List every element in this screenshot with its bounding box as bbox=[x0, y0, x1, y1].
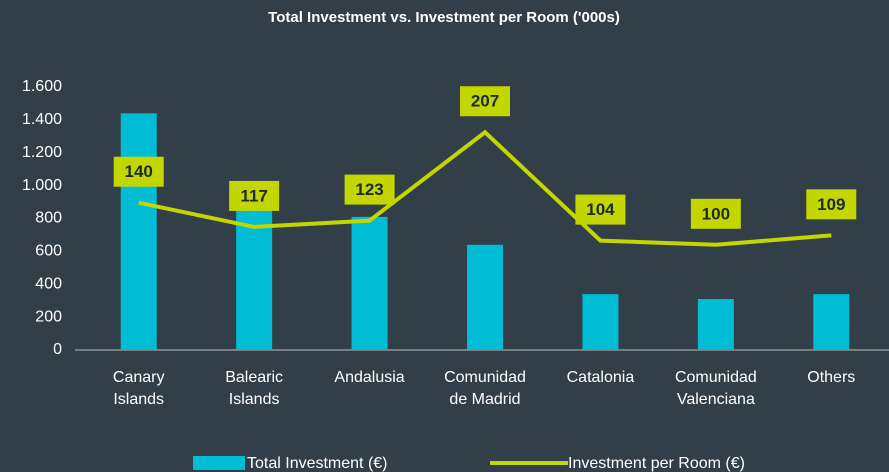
line bbox=[138, 129, 832, 247]
value-label: 109 bbox=[817, 195, 845, 214]
x-tick-line: Andalusia bbox=[334, 369, 404, 386]
chart-title: Total Investment vs. Investment per Room… bbox=[268, 9, 620, 26]
x-tick-label: Andalusia bbox=[334, 369, 404, 386]
legend-label: Total Investment (€) bbox=[247, 455, 388, 472]
y-tick-label: 200 bbox=[35, 308, 62, 325]
bar bbox=[236, 210, 273, 350]
value-label-box bbox=[344, 174, 395, 205]
bar bbox=[813, 294, 850, 350]
value-label-box bbox=[460, 86, 510, 117]
x-tick-line: Balearic bbox=[225, 369, 283, 386]
bar bbox=[467, 244, 503, 350]
value-label-box bbox=[113, 156, 164, 187]
x-tick-label: Balearic Islands bbox=[225, 369, 283, 408]
value-label-box bbox=[690, 198, 741, 229]
y-tick-label: 1.600 bbox=[22, 78, 62, 95]
x-tick-line: Others bbox=[807, 369, 855, 386]
bar bbox=[120, 113, 157, 350]
x-tick-label: Canary Islands bbox=[113, 369, 165, 408]
y-tick-label: 1.400 bbox=[22, 111, 62, 128]
bar bbox=[351, 216, 388, 350]
legend-swatch bbox=[193, 456, 245, 470]
x-tick-line: Comunidad bbox=[444, 369, 526, 386]
value-label: 104 bbox=[586, 200, 615, 219]
x-tick-line: Islands bbox=[113, 391, 164, 408]
x-tick-line: Canary bbox=[113, 369, 165, 386]
y-tick-label: 400 bbox=[35, 275, 62, 292]
x-tick-label: Comunidad de Madrid bbox=[444, 369, 526, 408]
x-tick-label: Others bbox=[807, 369, 855, 386]
x-tick-line: Islands bbox=[229, 391, 280, 408]
x-tick-line: Catalonia bbox=[567, 369, 635, 386]
legend-label: Investment per Room (€) bbox=[568, 455, 745, 472]
value-label-box bbox=[229, 180, 280, 211]
value-label: 140 bbox=[125, 162, 153, 181]
value-label: 100 bbox=[702, 204, 730, 223]
y-tick-label: 600 bbox=[35, 243, 62, 260]
y-tick-label: 0 bbox=[53, 341, 62, 358]
x-tick-label: Catalonia bbox=[567, 369, 635, 386]
bar bbox=[582, 294, 619, 350]
bar bbox=[697, 299, 734, 350]
value-label: 117 bbox=[240, 186, 267, 205]
y-tick-label: 1.000 bbox=[22, 177, 62, 194]
y-tick-label: 1.200 bbox=[22, 144, 62, 161]
value-label-box bbox=[575, 194, 626, 225]
value-label: 207 bbox=[471, 92, 499, 111]
value-label: 123 bbox=[355, 180, 383, 199]
x-tick-line: Valenciana bbox=[677, 391, 755, 408]
x-tick-line: de Madrid bbox=[449, 391, 520, 408]
y-tick-label: 800 bbox=[35, 210, 62, 227]
value-label-box bbox=[806, 189, 857, 220]
x-tick-label: Comunidad Valenciana bbox=[675, 369, 757, 408]
x-tick-line: Comunidad bbox=[675, 369, 757, 386]
